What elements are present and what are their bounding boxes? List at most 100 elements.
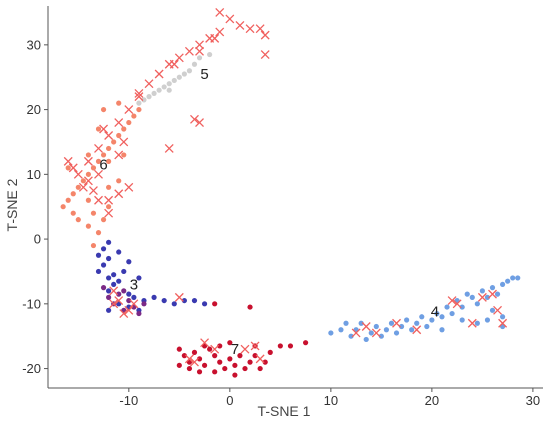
cluster-3-point xyxy=(121,288,127,294)
cross-marker xyxy=(88,186,98,195)
cluster-label-4: 4 xyxy=(431,304,439,321)
cluster-7-point xyxy=(232,372,238,378)
x-tick-label: 20 xyxy=(425,393,439,408)
cluster-6-point xyxy=(126,119,132,126)
cluster-4-point xyxy=(338,327,344,333)
cluster-4-point xyxy=(510,275,516,281)
cluster-4-point xyxy=(499,281,506,288)
cluster-7-point xyxy=(196,369,203,375)
cluster-4-point xyxy=(464,291,470,297)
cluster-3-point xyxy=(171,301,177,307)
cluster-6-point xyxy=(85,223,92,229)
cross-marker xyxy=(184,46,194,56)
cross-marker xyxy=(452,299,462,309)
cluster-4-point xyxy=(459,304,465,310)
cross-marker xyxy=(361,322,371,331)
cluster-5-point xyxy=(186,68,193,74)
cluster-7-point xyxy=(247,359,253,365)
y-tick-label: 30 xyxy=(27,37,41,52)
cluster-6-point xyxy=(75,217,81,223)
cross-marker xyxy=(164,143,174,153)
cluster-4-point xyxy=(378,333,384,339)
cluster-label-6: 6 xyxy=(99,157,107,174)
cross-marker xyxy=(210,344,220,354)
cluster-6-point xyxy=(95,126,102,132)
cluster-6-point xyxy=(100,106,107,113)
cluster-5-point xyxy=(171,77,177,84)
y-tick-label: 20 xyxy=(27,102,41,117)
x-tick-label: 0 xyxy=(226,393,233,408)
cluster-7-point xyxy=(217,343,223,349)
cluster-3-point xyxy=(116,291,122,297)
y-axis-title: T-SNE 2 xyxy=(4,178,20,231)
cross-marker xyxy=(68,163,78,173)
cluster-4-point xyxy=(505,278,511,284)
cluster-7-point xyxy=(196,356,203,362)
cluster-4-point xyxy=(459,317,465,323)
cluster-3-point xyxy=(121,268,127,275)
cross-marker xyxy=(412,325,422,335)
cluster-7-point xyxy=(247,304,253,310)
cluster-5-point xyxy=(166,81,172,87)
cluster-6-point xyxy=(121,152,127,158)
cluster-4-point xyxy=(474,301,480,307)
cross-marker xyxy=(83,156,93,166)
cluster-5-point xyxy=(166,87,172,93)
cluster-4-point xyxy=(449,310,455,317)
cross-marker xyxy=(169,59,179,69)
cluster-4-point xyxy=(363,336,369,343)
cross-marker xyxy=(119,309,129,319)
cross-marker xyxy=(190,357,199,367)
cross-marker xyxy=(215,8,225,17)
cluster-4-point xyxy=(383,327,390,333)
cross-marker xyxy=(477,292,487,302)
cluster-6-point xyxy=(106,184,112,190)
cluster-6-point xyxy=(60,204,66,210)
cluster-3-point xyxy=(111,281,117,288)
cluster-4-point xyxy=(484,317,491,323)
cluster-7-point xyxy=(232,362,238,368)
cross-marker xyxy=(371,328,381,338)
cluster-6-point xyxy=(70,191,76,197)
cluster-3-point xyxy=(181,297,187,304)
cross-marker xyxy=(174,53,184,63)
cross-marker xyxy=(99,124,109,134)
cross-marker xyxy=(104,195,114,205)
cluster-7-point xyxy=(212,353,218,359)
cluster-7-point xyxy=(242,365,248,372)
cross-marker xyxy=(104,208,114,218)
cluster-7-point xyxy=(186,365,193,372)
cross-marker xyxy=(493,305,503,315)
cluster-4-point xyxy=(439,327,445,333)
cross-marker xyxy=(114,150,124,160)
cross-marker xyxy=(225,14,235,24)
cluster-6-point xyxy=(75,184,81,190)
cluster-4-point xyxy=(489,307,496,313)
cluster-6-point xyxy=(111,139,117,145)
cluster-6-point xyxy=(100,217,107,223)
cluster-6-point xyxy=(85,197,92,203)
cluster-7-point xyxy=(237,353,243,359)
cluster-7-point xyxy=(252,353,258,359)
cluster-label-7: 7 xyxy=(231,341,239,358)
cross-marker xyxy=(109,299,119,309)
cluster-4-point xyxy=(489,285,496,291)
cluster-7-point xyxy=(227,356,233,362)
cluster-4-point xyxy=(434,310,440,317)
cluster-7-point xyxy=(181,353,187,359)
x-tick-label: 10 xyxy=(324,393,338,408)
cross-marker xyxy=(78,182,88,192)
cross-marker xyxy=(114,189,124,199)
cross-marker xyxy=(184,354,194,364)
cluster-4-point xyxy=(469,294,475,300)
cluster-4-point xyxy=(515,275,521,281)
y-tick-label: 10 xyxy=(27,167,41,182)
cluster-6-point xyxy=(106,145,112,152)
cross-marker xyxy=(83,176,93,186)
cluster-3-point xyxy=(100,246,107,252)
cluster-6-point xyxy=(116,132,122,139)
cluster-3-point xyxy=(106,255,112,262)
cross-marker xyxy=(124,305,134,315)
cluster-3-point xyxy=(126,259,132,265)
